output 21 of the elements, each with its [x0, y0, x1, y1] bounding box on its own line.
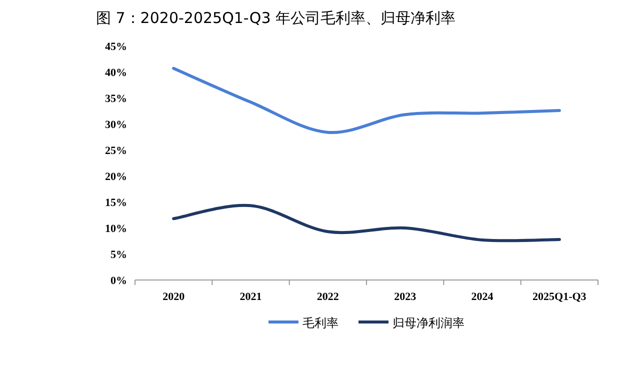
y-tick-label: 45%	[105, 41, 127, 53]
x-tick-label: 2020	[162, 291, 186, 303]
x-tick-label: 2024	[471, 291, 494, 303]
chart-title: 图 7：2020-2025Q1-Q3 年公司毛利率、归母净利率	[96, 9, 456, 27]
legend-label: 毛利率	[302, 316, 338, 330]
line-series	[172, 66, 561, 134]
y-tick-label: 5%	[110, 249, 127, 261]
y-tick-label: 15%	[105, 197, 127, 209]
x-tick-label: 2025Q1-Q3	[532, 291, 587, 303]
y-tick-label: 25%	[105, 145, 127, 157]
x-tick-label: 2022	[316, 291, 340, 303]
y-tick-label: 0%	[110, 275, 127, 287]
y-tick-label: 30%	[105, 119, 127, 131]
legend-label: 归母净利润率	[392, 316, 464, 330]
y-tick-label: 40%	[105, 67, 127, 79]
x-tick-label: 2023	[394, 291, 417, 303]
x-tick-label: 2021	[240, 291, 262, 303]
y-tick-label: 35%	[105, 93, 127, 105]
y-tick-label: 20%	[105, 171, 127, 183]
line-series	[172, 204, 561, 242]
y-tick-label: 10%	[105, 223, 127, 235]
